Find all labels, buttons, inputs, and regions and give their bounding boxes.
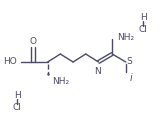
Text: S: S <box>127 57 133 66</box>
Text: HO: HO <box>3 57 16 66</box>
Text: H: H <box>14 92 21 101</box>
Text: O: O <box>29 37 37 46</box>
Text: H: H <box>140 14 147 22</box>
Text: Cl: Cl <box>139 25 148 34</box>
Text: NH₂: NH₂ <box>117 34 134 42</box>
Text: i: i <box>130 73 133 83</box>
Text: N: N <box>94 67 101 76</box>
Text: NH₂: NH₂ <box>52 76 70 86</box>
Text: Cl: Cl <box>13 102 22 112</box>
